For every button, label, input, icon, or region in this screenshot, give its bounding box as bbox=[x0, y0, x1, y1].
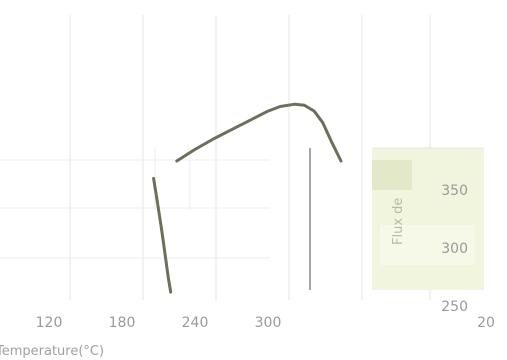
y-tick-label: 250 bbox=[441, 299, 468, 315]
x-axis-ticks: 120 180 240 300 bbox=[36, 315, 282, 331]
series-layer bbox=[152, 102, 343, 294]
y-axis-title: Flux de bbox=[391, 198, 406, 245]
series-line-1 bbox=[175, 102, 343, 163]
series-line-2 bbox=[152, 176, 173, 294]
y-tick-label: 300 bbox=[441, 241, 468, 257]
right-panel bbox=[372, 147, 484, 290]
right-panel-band-1 bbox=[372, 160, 412, 190]
inner-grid bbox=[0, 148, 270, 259]
x-tick-right: 20 bbox=[477, 315, 495, 331]
x-tick-label: 120 bbox=[36, 315, 63, 331]
y-tick-label: 350 bbox=[441, 183, 468, 199]
x-axis-title: Temperature(°C) bbox=[0, 344, 104, 359]
right-panel-band-2 bbox=[380, 225, 475, 265]
x-tick-label: 180 bbox=[109, 315, 136, 331]
y-axis-ticks: 350 300 250 bbox=[441, 183, 468, 315]
x-tick-label: 300 bbox=[255, 315, 282, 331]
x-tick-label: 240 bbox=[182, 315, 209, 331]
